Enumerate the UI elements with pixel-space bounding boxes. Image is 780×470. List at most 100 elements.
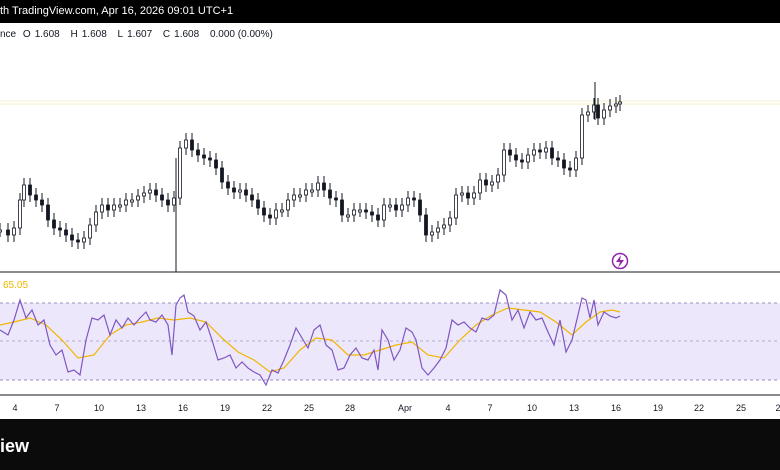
chart-source-timestamp: th TradingView.com, Apr 16, 2026 09:01 U… xyxy=(0,5,234,17)
candle-body xyxy=(196,149,200,156)
candle-body xyxy=(130,199,134,203)
candle-body xyxy=(550,147,554,159)
candle-body xyxy=(244,189,248,196)
candle-body xyxy=(220,167,224,183)
candle-body xyxy=(22,184,26,201)
x-axis-label: Apr xyxy=(398,403,412,413)
candle-body xyxy=(358,209,362,213)
x-axis-label: 16 xyxy=(611,403,621,413)
x-axis-label: 28 xyxy=(345,403,355,413)
candle-body xyxy=(124,199,128,206)
candle-body xyxy=(142,192,146,197)
x-axis-label: 19 xyxy=(653,403,663,413)
candle-body xyxy=(166,199,170,206)
candle-body xyxy=(448,217,452,226)
candle-body xyxy=(148,189,152,194)
candle-body xyxy=(538,149,542,153)
x-axis: 4 7 10 13 16 19 22 25 28 Apr 4 7 10 13 16 19 22 25 2 xyxy=(12,403,780,413)
candle-body xyxy=(100,204,104,213)
candle-body xyxy=(478,179,482,194)
candle-body xyxy=(178,147,182,199)
close-value: 1.608 xyxy=(174,29,200,40)
candle-body xyxy=(328,189,332,199)
candle-body xyxy=(208,157,212,161)
candle-body xyxy=(618,101,622,105)
candle-body xyxy=(112,204,116,211)
symbol-fragment: nce xyxy=(0,29,17,40)
candle-body xyxy=(442,224,446,229)
candle-body xyxy=(602,109,606,119)
x-axis-label: 4 xyxy=(445,403,450,413)
candle-body xyxy=(466,192,470,199)
x-axis-label: 25 xyxy=(736,403,746,413)
candle-body xyxy=(310,189,314,193)
candle-body xyxy=(118,204,122,208)
candle-body xyxy=(160,194,164,201)
candle-body xyxy=(514,154,518,161)
candle-body xyxy=(226,181,230,189)
candle-body xyxy=(484,179,488,186)
x-axis-label: 7 xyxy=(54,403,59,413)
candle-body xyxy=(280,209,284,213)
candle-body xyxy=(94,211,98,226)
candle-body xyxy=(580,114,584,159)
candle-body xyxy=(596,104,600,119)
candle-body xyxy=(286,199,290,211)
candle-body xyxy=(436,227,440,233)
candle-body xyxy=(382,204,386,221)
candle-body xyxy=(88,224,92,239)
flash-icon[interactable] xyxy=(611,252,629,270)
high-value: 1.608 xyxy=(81,29,107,40)
candle-body xyxy=(490,181,494,186)
candle-body xyxy=(172,197,176,206)
candle-body xyxy=(370,211,374,216)
candle-body xyxy=(190,139,194,151)
candle-body xyxy=(346,214,350,218)
candle-body xyxy=(154,189,158,196)
candle-body xyxy=(412,197,416,201)
candle-body xyxy=(586,111,590,116)
price-chart[interactable]: 4 7 10 13 16 19 22 25 28 Apr 4 7 10 13 16 19 22 25 2 xyxy=(0,23,780,419)
candle-body xyxy=(526,154,530,163)
brand-logo-text: iew xyxy=(0,436,30,456)
candle-body xyxy=(238,189,242,193)
candle-body xyxy=(34,194,38,201)
candle-body xyxy=(340,199,344,216)
candle-body xyxy=(460,192,464,196)
candle-body xyxy=(502,149,506,176)
candlesticks xyxy=(0,82,622,249)
candle-body xyxy=(64,229,68,236)
candle-body xyxy=(184,139,188,149)
candle-body xyxy=(46,204,50,221)
candle-body xyxy=(520,159,524,163)
x-axis-label: 4 xyxy=(12,403,17,413)
candle-body xyxy=(106,204,110,211)
candle-body xyxy=(568,167,572,171)
candle-body xyxy=(472,192,476,199)
candle-body xyxy=(532,149,536,156)
candle-body xyxy=(214,159,218,169)
close-key: C xyxy=(162,29,171,40)
candle-body xyxy=(364,209,368,213)
open-key: O xyxy=(22,29,31,40)
x-axis-label: 25 xyxy=(304,403,314,413)
candle-body xyxy=(608,105,612,111)
x-axis-label: 13 xyxy=(136,403,146,413)
rsi-line xyxy=(0,288,621,387)
x-axis-label: 10 xyxy=(94,403,104,413)
candle-body xyxy=(292,194,296,201)
candle-body xyxy=(352,209,356,216)
candle-body xyxy=(508,149,512,156)
candle-body xyxy=(250,194,254,201)
candle-body xyxy=(58,227,62,231)
candle-body xyxy=(0,229,2,233)
candle-body xyxy=(496,174,500,183)
candle-body xyxy=(304,189,308,196)
candle-body xyxy=(70,234,74,241)
candle-body xyxy=(40,199,44,206)
candle-body xyxy=(298,194,302,198)
x-axis-label: 7 xyxy=(487,403,492,413)
candle-body xyxy=(454,194,458,219)
candle-body xyxy=(6,229,10,236)
low-key: L xyxy=(117,29,124,40)
